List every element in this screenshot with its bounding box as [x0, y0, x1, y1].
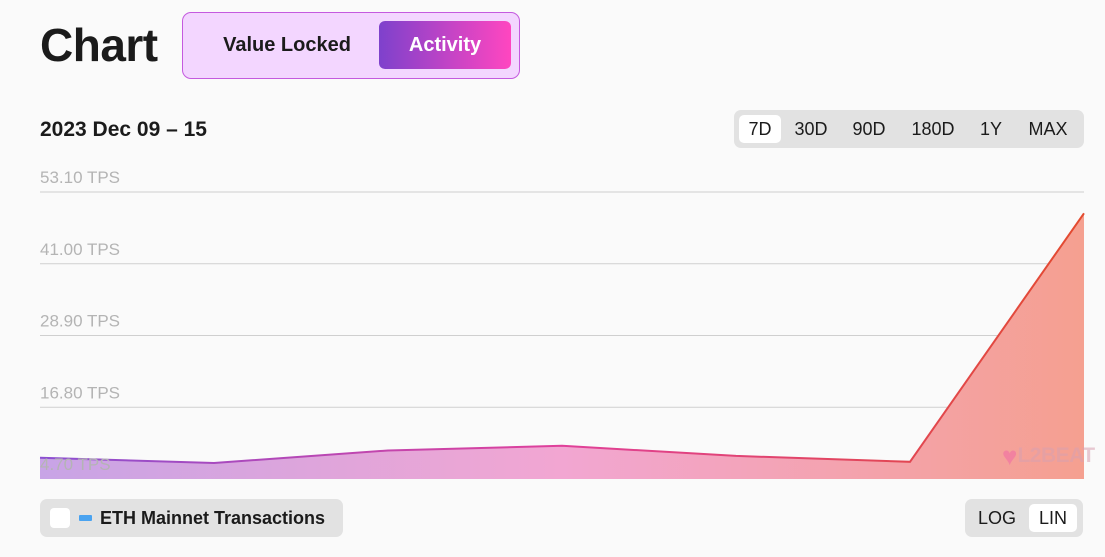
data-point-2023-12-15[interactable] — [1078, 207, 1090, 219]
range-1y-button[interactable]: 1Y — [979, 119, 1003, 139]
page-title: Chart — [40, 19, 158, 71]
data-point-2023-12-10[interactable] — [208, 457, 220, 469]
chart-type-toggle: Value Locked Activity — [182, 12, 520, 79]
heart-icon: ♥ — [1002, 441, 1018, 471]
y-tick-label: 4.70 TPS — [40, 455, 111, 474]
legend-checkbox[interactable] — [50, 508, 70, 528]
scale-selector: LOG LIN — [965, 499, 1083, 537]
range-180d-button[interactable]: 180D — [911, 119, 955, 139]
watermark-text: L2BEAT — [1017, 444, 1095, 467]
scale-lin-button[interactable]: LIN — [1029, 504, 1077, 532]
legend-label: ETH Mainnet Transactions — [100, 508, 326, 528]
y-tick-label: 53.10 TPS — [40, 168, 120, 187]
range-7d-button[interactable]: 7D — [739, 115, 781, 143]
l2beat-watermark: ♥L2BEAT — [1002, 440, 1095, 472]
data-point-2023-12-14[interactable] — [904, 456, 916, 468]
time-range-selector: 7D 30D 90D 180D 1Y MAX — [734, 110, 1084, 148]
date-range-label: 2023 Dec 09 – 15 — [40, 118, 207, 141]
scale-log-button[interactable]: LOG — [977, 508, 1016, 528]
data-point-2023-12-13[interactable] — [730, 450, 742, 462]
range-30d-button[interactable]: 30D — [794, 119, 828, 139]
y-tick-label: 28.90 TPS — [40, 312, 120, 331]
y-tick-label: 41.00 TPS — [40, 240, 120, 259]
range-90d-button[interactable]: 90D — [852, 119, 886, 139]
data-point-2023-12-09[interactable] — [34, 452, 46, 464]
series-line — [39, 212, 1085, 465]
tab-value-locked[interactable]: Value Locked — [223, 34, 351, 56]
tab-activity[interactable]: Activity — [379, 21, 511, 69]
series-area — [40, 213, 1084, 480]
legend-swatch-icon — [79, 515, 92, 521]
data-point-2023-12-11[interactable] — [382, 445, 394, 457]
data-point-2023-12-12[interactable] — [556, 440, 568, 452]
y-tick-label: 16.80 TPS — [40, 383, 120, 402]
range-max-button[interactable]: MAX — [1028, 119, 1068, 139]
legend-eth-mainnet[interactable]: ETH Mainnet Transactions — [40, 499, 343, 537]
